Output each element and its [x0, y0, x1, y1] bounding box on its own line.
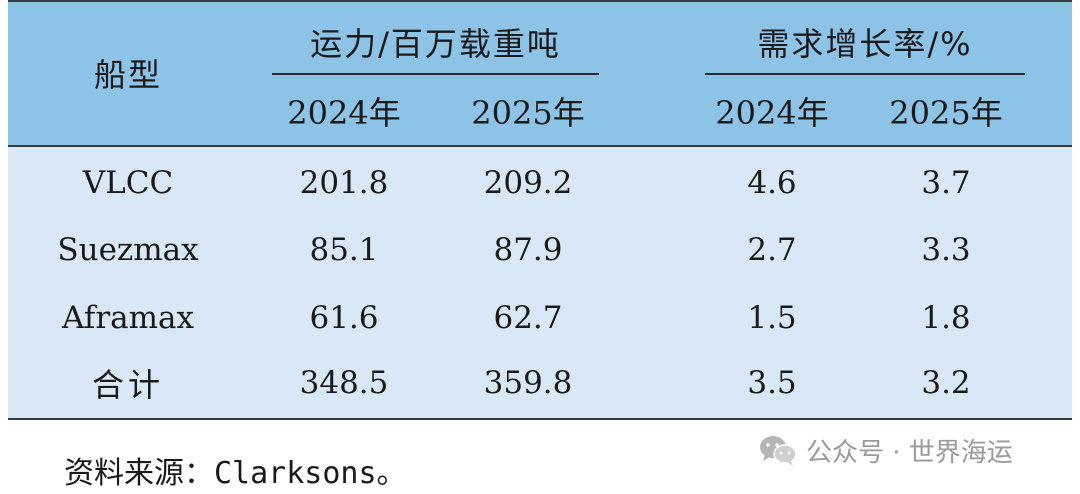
cell-total-cap2025: 359.8	[483, 365, 573, 401]
cell-vlcc-cap2024: 201.8	[299, 165, 389, 201]
row-label-aframax: Aframax	[62, 300, 194, 336]
cell-vlcc-dem2025: 3.7	[921, 165, 971, 201]
capacity-group-underline	[272, 73, 599, 75]
cell-aframax-dem2024: 1.5	[747, 300, 797, 336]
wechat-icon	[758, 433, 798, 469]
cell-aframax-cap2024: 61.6	[309, 300, 379, 336]
table-body	[8, 146, 1072, 420]
cell-aframax-dem2025: 1.8	[921, 300, 971, 336]
cell-total-cap2024: 348.5	[299, 365, 389, 401]
cell-suezmax-dem2024: 2.7	[747, 232, 797, 268]
cell-vlcc-cap2025: 209.2	[483, 165, 573, 201]
source-note: 资料来源：Clarksons。	[64, 456, 407, 491]
cell-suezmax-cap2024: 85.1	[309, 232, 379, 268]
header-capacity-2024: 2024年	[287, 94, 401, 132]
bottom-rule	[8, 418, 1072, 420]
row-label-vlcc: VLCC	[82, 165, 174, 201]
header-capacity-group: 运力/百万载重吨	[310, 25, 561, 63]
cell-total-dem2024: 3.5	[747, 365, 797, 401]
header-rule	[8, 145, 1072, 147]
row-label-total: 合计	[91, 366, 164, 404]
cell-suezmax-dem2025: 3.3	[921, 232, 971, 268]
header-demand-2025: 2025年	[889, 94, 1003, 132]
cell-total-dem2025: 3.2	[921, 365, 971, 401]
watermark-text: 公众号 · 世界海运	[806, 438, 1013, 468]
cell-suezmax-cap2025: 87.9	[493, 232, 563, 268]
data-table: 船型 运力/百万载重吨 需求增长率/% 2024年 2025年 2024年 20…	[8, 0, 1072, 420]
header-capacity-2025: 2025年	[471, 94, 585, 132]
cell-vlcc-dem2024: 4.6	[747, 165, 797, 201]
row-label-suezmax: Suezmax	[57, 232, 199, 268]
header-demand-group: 需求增长率/%	[757, 25, 973, 63]
header-ship-type: 船型	[93, 56, 162, 94]
watermark: 公众号 · 世界海运	[758, 432, 1013, 469]
cell-aframax-cap2025: 62.7	[493, 300, 563, 336]
header-demand-2024: 2024年	[715, 94, 829, 132]
top-rule	[8, 0, 1072, 2]
demand-group-underline	[705, 73, 1025, 75]
